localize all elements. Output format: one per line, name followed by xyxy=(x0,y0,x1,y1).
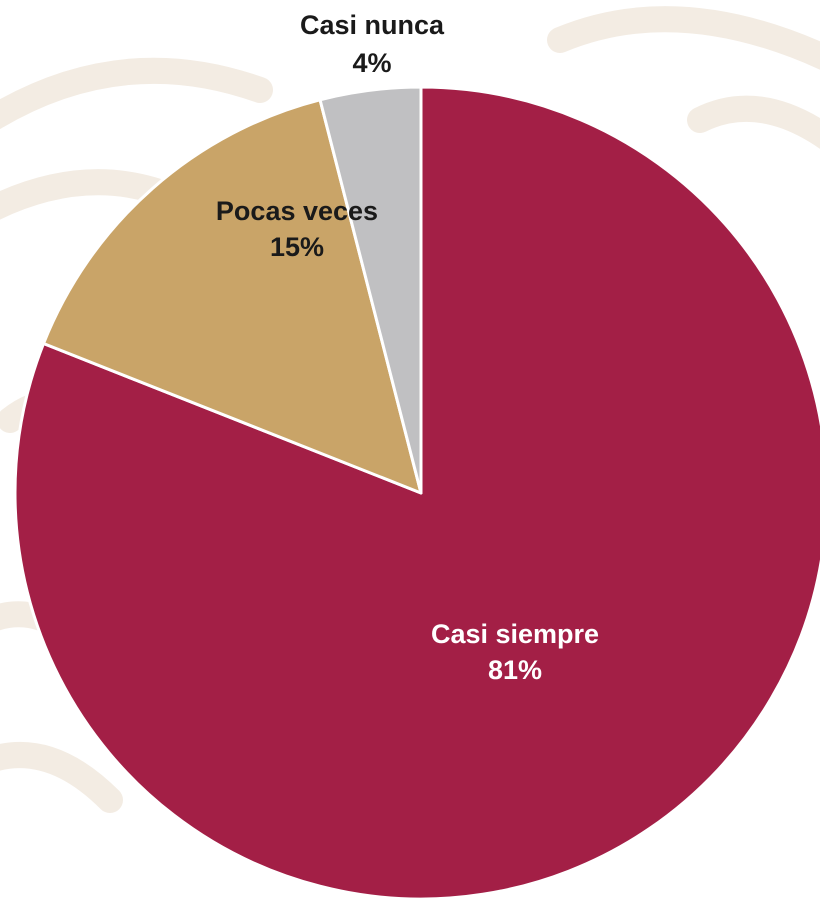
slice-value-casi-siempre: 81% xyxy=(488,655,542,685)
slice-label-pocas-veces: Pocas veces xyxy=(216,196,378,226)
pie-slice-pocas-veces xyxy=(42,98,423,495)
slice-label-casi-nunca: Casi nunca xyxy=(300,10,445,40)
slice-value-pocas-veces: 15% xyxy=(270,232,324,262)
pie-slice-casi-nunca xyxy=(318,85,423,495)
slice-labels: Casi siempre 81% Pocas veces 15% Casi nunca 4… xyxy=(216,10,599,685)
slice-value-casi-nunca: 4% xyxy=(352,48,391,78)
slices xyxy=(13,85,820,898)
slice-label-casi-siempre: Casi siempre xyxy=(431,619,599,649)
